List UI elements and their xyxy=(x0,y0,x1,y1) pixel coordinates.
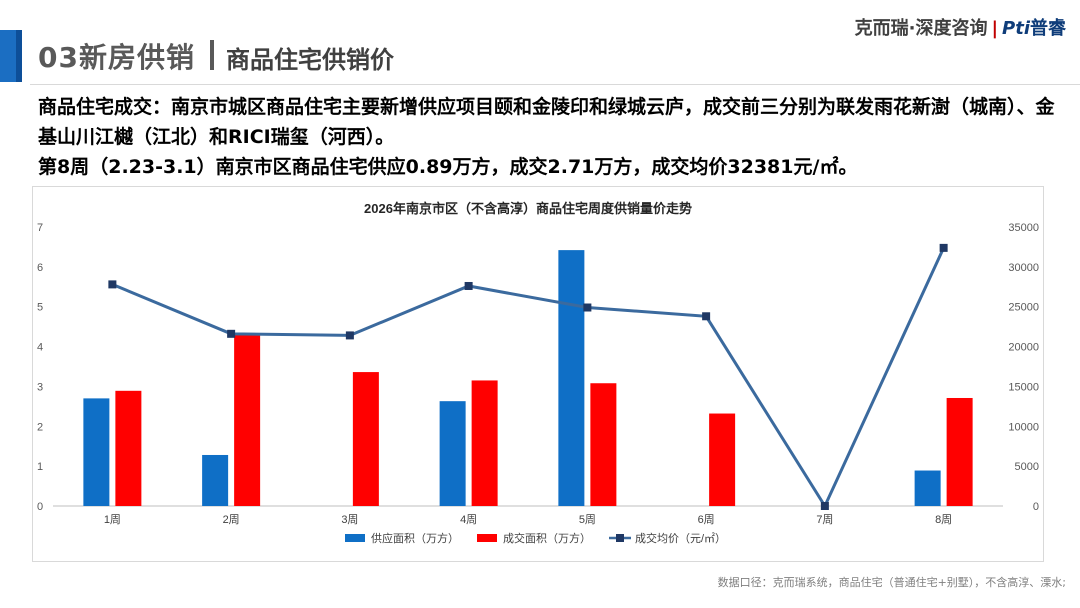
summary-line-1: 商品住宅成交：南京市城区商品住宅主要新增供应项目颐和金陵印和绿城云庐，成交前三分… xyxy=(38,96,1055,148)
supply-bar xyxy=(914,470,941,506)
x-tick-label: 5周 xyxy=(579,513,596,526)
title-accent-bar-inner xyxy=(16,30,22,82)
deal-bar xyxy=(709,413,736,506)
legend-swatch-supply xyxy=(345,534,365,542)
y-right-tick-label: 15000 xyxy=(1008,381,1039,393)
y-left-tick-label: 0 xyxy=(37,501,43,513)
y-right-tick-label: 25000 xyxy=(1008,302,1039,314)
x-tick-label: 6周 xyxy=(698,513,715,526)
title-separator xyxy=(210,40,214,70)
chart-title: 2026年南京市区（不含高淳）商品住宅周度供销量价走势 xyxy=(364,201,692,216)
price-point xyxy=(345,331,354,340)
y-right-tick-label: 5000 xyxy=(1015,461,1039,473)
price-point xyxy=(820,502,829,510)
summary-text: 商品住宅成交：南京市城区商品住宅主要新增供应项目颐和金陵印和绿城云庐，成交前三分… xyxy=(38,92,1060,182)
legend-swatch-price-marker xyxy=(616,534,624,542)
price-line xyxy=(111,247,945,510)
legend-label: 成交面积（万方） xyxy=(503,531,591,545)
sub-title: 商品住宅供销价 xyxy=(226,46,394,74)
x-tick-label: 1周 xyxy=(104,513,121,526)
supply-bar xyxy=(558,250,585,506)
deal-bar xyxy=(115,390,142,506)
x-tick-label: 7周 xyxy=(816,513,833,526)
chart: 2026年南京市区（不含高淳）商品住宅周度供销量价走势 0 1 2 3 4 5 6 7 0 5000… xyxy=(37,201,1039,545)
brand-logo-mark: Pti xyxy=(1002,18,1030,39)
brand-logo-name: 普睿 xyxy=(1030,18,1066,39)
deal-bar xyxy=(352,372,379,506)
supply-bar xyxy=(439,401,466,506)
legend-label: 成交均价（元/㎡） xyxy=(635,531,726,545)
legend-label: 供应面积（万方） xyxy=(371,531,459,545)
y-right-tick-label: 0 xyxy=(1033,501,1039,513)
y-right-tick-label: 35000 xyxy=(1008,222,1039,234)
x-tick-label: 4周 xyxy=(460,513,477,526)
price-point xyxy=(464,281,473,290)
price-point xyxy=(227,329,236,338)
supply-bar xyxy=(83,398,110,506)
data-source-note: 数据口径：克而瑞系统，商品住宅（普通住宅+别墅），不含高淳、溧水; xyxy=(717,576,1066,589)
y-left-tick-label: 1 xyxy=(37,461,43,473)
x-tick-label: 8周 xyxy=(935,513,952,526)
brand-text: 克而瑞·深度咨询 xyxy=(854,18,988,39)
y-left-tick-label: 5 xyxy=(37,302,43,314)
price-point xyxy=(583,303,592,312)
deal-bar xyxy=(234,333,261,506)
chart-frame: 2026年南京市区（不含高淳）商品住宅周度供销量价走势 0 1 2 3 4 5 6 7 0 5000… xyxy=(32,186,1044,562)
y-left-tick-label: 6 xyxy=(37,262,43,274)
y-right-tick-label: 10000 xyxy=(1008,421,1039,433)
summary-line-2: 第8周（2.23-3.1）南京市区商品住宅供应0.89万方，成交2.71万方，成… xyxy=(38,156,858,178)
price-point xyxy=(702,312,711,321)
brand-logo: 克而瑞·深度咨询 | Pti普睿 xyxy=(855,14,1066,40)
y-left-tick-label: 3 xyxy=(37,381,43,393)
legend-swatch-deal xyxy=(477,534,497,542)
deal-bar xyxy=(471,380,498,506)
price-point xyxy=(939,243,948,252)
y-right-tick-label: 20000 xyxy=(1008,342,1039,354)
title-rule xyxy=(30,84,1080,85)
deal-bar xyxy=(946,397,973,506)
supply-bar xyxy=(202,454,229,506)
brand-separator: | xyxy=(991,18,999,39)
x-tick-label: 3周 xyxy=(341,513,358,526)
price-point xyxy=(108,280,117,289)
deal-bar xyxy=(590,383,617,506)
section-title: 03新房供销 xyxy=(38,41,195,74)
y-left-tick-label: 2 xyxy=(37,421,43,433)
y-right-tick-label: 30000 xyxy=(1008,262,1039,274)
x-tick-label: 2周 xyxy=(223,513,240,526)
y-left-tick-label: 4 xyxy=(37,342,43,354)
y-left-tick-label: 7 xyxy=(37,222,43,234)
